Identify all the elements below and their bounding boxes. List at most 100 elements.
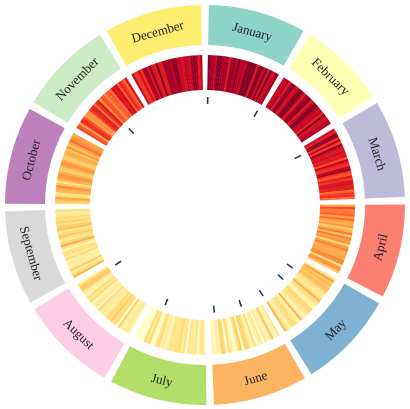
day-cell <box>309 251 343 268</box>
day-cell <box>295 111 325 136</box>
day-cell <box>308 252 342 270</box>
day-cell <box>161 60 174 95</box>
day-cell <box>210 55 216 91</box>
day-cell <box>137 69 156 103</box>
day-cell <box>245 311 261 346</box>
day-cell <box>255 307 274 340</box>
day-cell <box>117 298 140 329</box>
day-cell <box>120 79 142 111</box>
day-cell <box>308 254 341 272</box>
day-cell <box>81 117 112 140</box>
day-cell <box>220 56 228 92</box>
day-cell <box>55 189 91 196</box>
day-cell <box>111 295 135 324</box>
day-cell <box>291 106 320 131</box>
event-tick <box>253 110 259 118</box>
day-cell <box>313 154 348 169</box>
day-cell <box>158 314 172 349</box>
day-cell <box>193 319 199 355</box>
day-cell <box>250 309 268 343</box>
day-cell <box>113 296 137 326</box>
day-cell <box>69 139 102 157</box>
day-cell <box>57 224 93 234</box>
day-cell <box>290 104 319 130</box>
day-cell <box>317 224 353 234</box>
day-cell <box>177 318 186 353</box>
day-cell <box>300 121 331 143</box>
day-cell <box>55 191 91 197</box>
day-cell <box>230 316 241 352</box>
day-cell <box>96 99 124 126</box>
day-cell <box>61 159 96 172</box>
day-cell <box>55 187 91 194</box>
day-cell <box>189 319 195 355</box>
day-cell <box>163 315 175 350</box>
day-cell <box>146 66 162 100</box>
day-cell <box>116 82 139 113</box>
day-cell <box>304 261 336 281</box>
event-ticks <box>114 97 302 313</box>
day-cell <box>59 166 94 177</box>
day-cell <box>288 101 315 127</box>
day-cell <box>316 170 352 181</box>
day-cell <box>232 59 244 94</box>
day-cell <box>319 194 355 199</box>
day-cell <box>68 252 102 270</box>
day-cell <box>66 145 100 162</box>
day-cell <box>319 210 355 215</box>
day-cell <box>248 66 264 100</box>
day-cell <box>309 141 342 158</box>
day-cell <box>78 121 110 143</box>
day-cell <box>227 57 237 93</box>
day-cell <box>68 141 101 158</box>
day-cell <box>64 246 99 262</box>
day-cell <box>94 282 122 308</box>
day-cell <box>319 213 355 220</box>
day-cell <box>319 217 355 224</box>
day-cell <box>127 303 148 335</box>
day-cell <box>219 318 227 354</box>
day-cell <box>166 59 178 94</box>
day-cell <box>185 55 192 91</box>
day-cell <box>159 61 173 96</box>
day-cell <box>140 308 158 342</box>
day-cell <box>184 318 192 354</box>
day-cell <box>72 259 105 279</box>
day-cell <box>59 233 95 246</box>
day-cell <box>64 244 98 259</box>
day-cell <box>109 293 134 323</box>
day-cell <box>319 196 355 201</box>
day-cell <box>221 56 230 92</box>
day-cell <box>301 266 332 288</box>
day-cell <box>298 270 328 293</box>
day-cell <box>60 235 95 248</box>
day-cell <box>58 170 94 181</box>
day-cell <box>218 55 225 91</box>
day-cell <box>174 317 184 353</box>
day-cell <box>311 147 345 163</box>
day-cell <box>269 299 291 330</box>
day-cell <box>252 308 270 342</box>
day-cell <box>318 221 354 229</box>
day-cell <box>62 240 97 255</box>
day-cell <box>90 106 119 131</box>
month-band-november <box>33 34 121 123</box>
day-cell <box>278 292 303 321</box>
day-cell <box>179 318 188 354</box>
day-cell <box>187 55 194 91</box>
day-cell <box>280 290 306 318</box>
day-cell <box>180 56 189 92</box>
day-cell <box>98 97 125 125</box>
day-cell <box>106 89 132 118</box>
day-cell <box>108 88 133 117</box>
day-cell <box>63 242 97 257</box>
day-cell <box>55 214 91 220</box>
day-cell <box>55 199 91 203</box>
day-cell <box>63 152 98 167</box>
day-cell <box>56 221 92 229</box>
day-cell <box>243 63 258 98</box>
day-cell <box>104 290 130 318</box>
month-band-march <box>342 102 405 199</box>
day-cell <box>249 310 265 344</box>
